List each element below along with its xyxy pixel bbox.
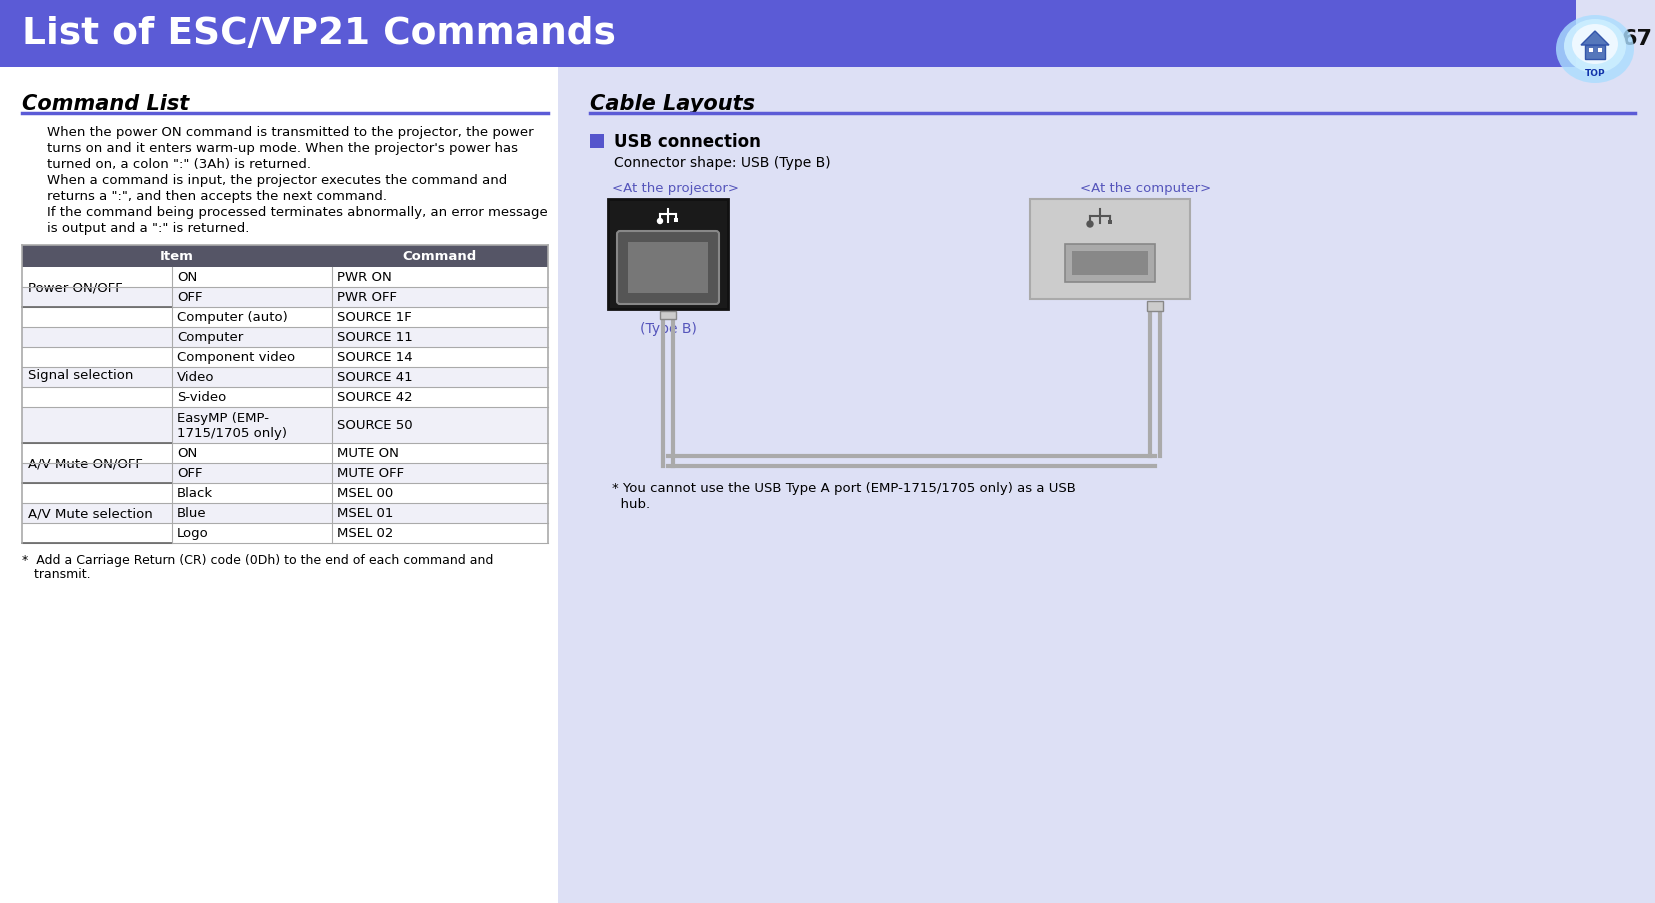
Text: Logo: Logo <box>177 527 209 540</box>
Text: A/V Mute ON/OFF: A/V Mute ON/OFF <box>28 457 142 470</box>
Ellipse shape <box>1571 25 1617 65</box>
Bar <box>22 387 548 407</box>
Bar <box>22 288 548 308</box>
Text: Command List: Command List <box>22 94 189 114</box>
Bar <box>1107 220 1111 225</box>
Text: TOP: TOP <box>1584 70 1604 79</box>
Bar <box>1029 200 1190 300</box>
Text: SOURCE 41: SOURCE 41 <box>338 371 412 384</box>
Bar <box>1064 245 1154 283</box>
Text: Cable Layouts: Cable Layouts <box>589 94 755 114</box>
Text: USB connection: USB connection <box>614 133 760 151</box>
Circle shape <box>657 219 662 224</box>
Bar <box>22 483 548 504</box>
Bar <box>558 68 1655 903</box>
Bar <box>22 328 548 348</box>
Text: PWR OFF: PWR OFF <box>338 291 397 304</box>
Bar <box>22 267 548 288</box>
Text: SOURCE 11: SOURCE 11 <box>338 331 412 344</box>
Bar <box>589 135 604 149</box>
Text: Video: Video <box>177 371 215 384</box>
Text: Connector shape: USB (Type B): Connector shape: USB (Type B) <box>614 156 831 170</box>
Ellipse shape <box>1556 16 1633 84</box>
Bar <box>22 308 548 328</box>
Text: A/V Mute selection: A/V Mute selection <box>28 507 152 520</box>
Bar <box>22 368 548 387</box>
Text: MSEL 01: MSEL 01 <box>338 507 394 520</box>
Text: returns a ":", and then accepts the next command.: returns a ":", and then accepts the next… <box>46 190 387 203</box>
Bar <box>22 463 548 483</box>
Text: transmit.: transmit. <box>22 567 91 581</box>
Text: hub.: hub. <box>612 498 650 510</box>
Bar <box>660 312 675 320</box>
Bar <box>22 524 548 544</box>
Bar <box>0 68 558 903</box>
Text: PWR ON: PWR ON <box>338 271 392 284</box>
Text: *  Add a Carriage Return (CR) code (0Dh) to the end of each command and: * Add a Carriage Return (CR) code (0Dh) … <box>22 554 493 566</box>
Text: Signal selection: Signal selection <box>28 369 134 382</box>
Text: Computer: Computer <box>177 331 243 344</box>
Text: <At the computer>: <At the computer> <box>1079 182 1210 195</box>
Text: (Type B): (Type B) <box>639 321 697 336</box>
Bar <box>22 443 548 463</box>
Bar <box>22 246 548 267</box>
Bar <box>674 219 677 223</box>
Circle shape <box>1086 222 1092 228</box>
Bar <box>22 504 548 524</box>
Text: MSEL 00: MSEL 00 <box>338 487 392 500</box>
Text: Item: Item <box>161 250 194 263</box>
Text: If the command being processed terminates abnormally, an error message: If the command being processed terminate… <box>46 206 548 219</box>
Text: S-video: S-video <box>177 391 227 404</box>
Text: SOURCE 1F: SOURCE 1F <box>338 312 412 324</box>
Bar <box>0 0 1576 68</box>
FancyBboxPatch shape <box>617 232 718 304</box>
Bar <box>22 348 548 368</box>
Text: SOURCE 42: SOURCE 42 <box>338 391 412 404</box>
Bar <box>1587 48 1592 53</box>
Text: SOURCE 14: SOURCE 14 <box>338 351 412 364</box>
Text: turns on and it enters warm-up mode. When the projector's power has: turns on and it enters warm-up mode. Whe… <box>46 142 518 154</box>
Text: Computer (auto): Computer (auto) <box>177 312 288 324</box>
Bar <box>1595 48 1600 53</box>
Bar <box>22 407 548 443</box>
Bar <box>1584 46 1604 60</box>
Text: OFF: OFF <box>177 467 202 480</box>
Bar <box>1071 252 1147 275</box>
Text: 67: 67 <box>1620 29 1652 49</box>
Ellipse shape <box>1562 20 1625 74</box>
Text: Component video: Component video <box>177 351 295 364</box>
Bar <box>1147 302 1162 312</box>
Text: SOURCE 50: SOURCE 50 <box>338 419 412 432</box>
Text: turned on, a colon ":" (3Ah) is returned.: turned on, a colon ":" (3Ah) is returned… <box>46 158 311 171</box>
Text: List of ESC/VP21 Commands: List of ESC/VP21 Commands <box>22 16 616 52</box>
Text: When the power ON command is transmitted to the projector, the power: When the power ON command is transmitted… <box>46 126 533 139</box>
Text: ON: ON <box>177 447 197 460</box>
Text: ON: ON <box>177 271 197 284</box>
Text: Command: Command <box>402 250 477 263</box>
Bar <box>627 243 708 293</box>
Text: Black: Black <box>177 487 213 500</box>
Text: MSEL 02: MSEL 02 <box>338 527 394 540</box>
Text: Power ON/OFF: Power ON/OFF <box>28 281 122 294</box>
Text: <At the projector>: <At the projector> <box>612 182 738 195</box>
Text: MUTE ON: MUTE ON <box>338 447 399 460</box>
Text: EasyMP (EMP-
1715/1705 only): EasyMP (EMP- 1715/1705 only) <box>177 412 286 440</box>
Bar <box>607 200 728 310</box>
Text: is output and a ":" is returned.: is output and a ":" is returned. <box>46 222 250 235</box>
Text: Blue: Blue <box>177 507 207 520</box>
Text: MUTE OFF: MUTE OFF <box>338 467 404 480</box>
Text: When a command is input, the projector executes the command and: When a command is input, the projector e… <box>46 173 506 187</box>
Text: * You cannot use the USB Type A port (EMP-1715/1705 only) as a USB: * You cannot use the USB Type A port (EM… <box>612 481 1076 495</box>
Text: OFF: OFF <box>177 291 202 304</box>
Polygon shape <box>1581 32 1609 46</box>
